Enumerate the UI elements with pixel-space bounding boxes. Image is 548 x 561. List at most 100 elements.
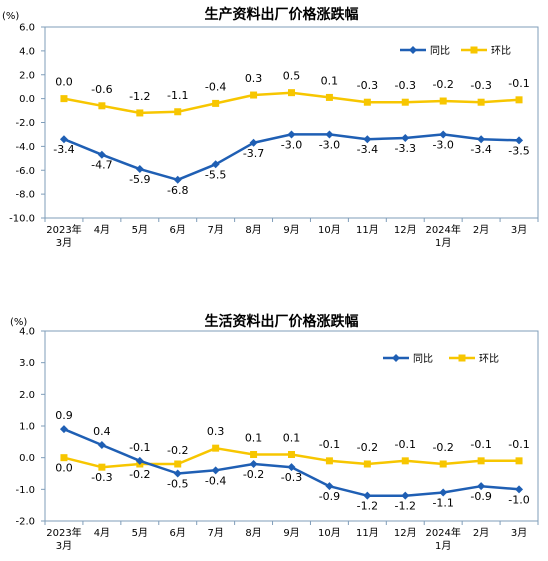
y-tick-label: -2.0 [15,118,35,129]
data-label-mom: 0.1 [321,74,339,87]
data-label-mom: -0.3 [357,79,378,92]
x-tick-label: 2023年 3月 [46,223,81,249]
x-tick-label: 6月 [170,224,186,236]
x-tick-label: 5月 [132,527,148,539]
data-label-mom: -0.3 [91,471,112,484]
legend-item-mom: 环比 [449,353,499,365]
data-point-yoy [515,136,524,145]
data-label-yoy: -3.0 [281,138,302,151]
legend-marker [392,354,400,362]
legend-marker [458,354,466,362]
data-point-yoy [135,456,144,465]
data-point-yoy [287,130,296,139]
data-point-yoy [173,469,182,478]
x-tick-label: 2月 [473,527,489,539]
data-label-yoy: -5.5 [205,168,226,181]
data-point-yoy [249,138,258,147]
x-tick-line: 7月 [207,224,223,236]
y-tick-label: 4.0 [19,46,35,57]
x-tick-line: 12月 [394,527,417,539]
data-label-yoy: -0.4 [205,474,226,487]
y-tick-label: 0.0 [19,453,35,464]
x-tick-line: 9月 [283,527,299,539]
x-tick-line: 10月 [318,224,341,236]
data-point-mom [174,460,182,468]
y-tick-label: -6.0 [15,166,35,177]
data-label-mom: 0.0 [55,462,73,475]
data-label-mom: -0.3 [470,79,491,92]
x-tick-label: 7月 [207,224,223,236]
data-label-yoy: -3.7 [243,147,264,160]
chart-2: 生活资料出厂价格涨跌幅 (%)4.0 3.0 2.0 1.0 0.0 -1.0 -2.0 202… [10,313,539,552]
data-point-yoy [439,488,448,497]
data-point-mom [401,457,409,465]
data-point-mom [515,96,523,104]
x-tick-line: 3月 [511,527,527,539]
legend-marker [409,46,417,54]
data-label-mom: -0.2 [432,441,453,454]
data-label-yoy: -4.7 [91,159,112,172]
x-tick-label: 3月 [511,224,527,236]
data-point-mom [401,98,409,106]
data-point-yoy [211,160,220,169]
data-point-mom [439,460,447,468]
x-tick-label: 4月 [94,224,110,236]
data-label-mom: -0.6 [91,83,112,96]
x-tick-line: 3月 [56,237,72,249]
x-tick-label: 2023年 3月 [46,526,81,552]
data-point-yoy [97,150,106,159]
x-tick-line: 11月 [356,527,379,539]
x-tick-line: 2024年 [425,526,460,539]
x-tick-label: 12月 [394,224,417,236]
x-tick-line: 4月 [94,224,110,236]
x-tick-line: 3月 [56,540,72,552]
x-tick-line: 6月 [170,527,186,539]
y-tick-label: -2.0 [15,517,35,528]
data-label-yoy: -3.3 [395,142,416,155]
legend-item-yoy: 同比 [383,353,433,365]
data-label-yoy: -6.8 [167,184,188,197]
y-tick-label: 6.0 [19,23,35,34]
data-label-yoy: -0.1 [129,441,150,454]
x-tick-line: 2月 [473,224,489,236]
y-tick-label: 1.0 [19,422,35,433]
chart-1: 生产资料出厂价格涨跌幅 (%)6.0 4.0 2.0 0.0 -2.0 -4.0 -6.0 -8… [2,6,539,249]
x-tick-label: 5月 [132,224,148,236]
data-label-mom: -0.3 [395,79,416,92]
x-tick-line: 10月 [318,527,341,539]
data-label-mom: -0.1 [508,77,529,90]
data-label-mom: 0.3 [207,425,225,438]
x-tick-label: 2024年 1月 [425,526,460,552]
x-tick-label: 8月 [245,527,261,539]
data-point-mom [212,444,220,452]
data-point-yoy [363,135,372,144]
data-label-yoy: -1.0 [508,493,529,506]
data-label-mom: -0.4 [205,80,226,93]
x-tick-label: 10月 [318,224,341,236]
legend-item-yoy: 同比 [400,45,450,57]
data-label-yoy: -3.4 [53,143,74,156]
data-point-yoy [59,135,68,144]
x-tick-line: 8月 [245,224,261,236]
data-point-mom [477,98,485,106]
data-point-mom [98,102,106,110]
legend-label: 环比 [491,45,511,57]
legend-label: 同比 [430,45,450,57]
x-tick-line: 12月 [394,224,417,236]
x-tick-line: 8月 [245,527,261,539]
data-label-mom: -1.2 [129,90,150,103]
x-tick-line: 1月 [435,540,451,552]
y-unit-label: (%) [2,11,19,22]
data-label-yoy: -5.9 [129,173,150,186]
data-point-yoy [325,482,334,491]
legend-item-mom: 环比 [461,45,511,57]
data-point-mom [288,89,295,97]
data-point-yoy [515,485,524,494]
data-point-yoy [477,482,486,491]
y-tick-label: 0.0 [19,94,35,105]
data-point-yoy [59,425,68,434]
legend-label: 同比 [413,353,433,365]
data-point-yoy [401,134,410,143]
data-label-yoy: -1.2 [357,500,378,513]
